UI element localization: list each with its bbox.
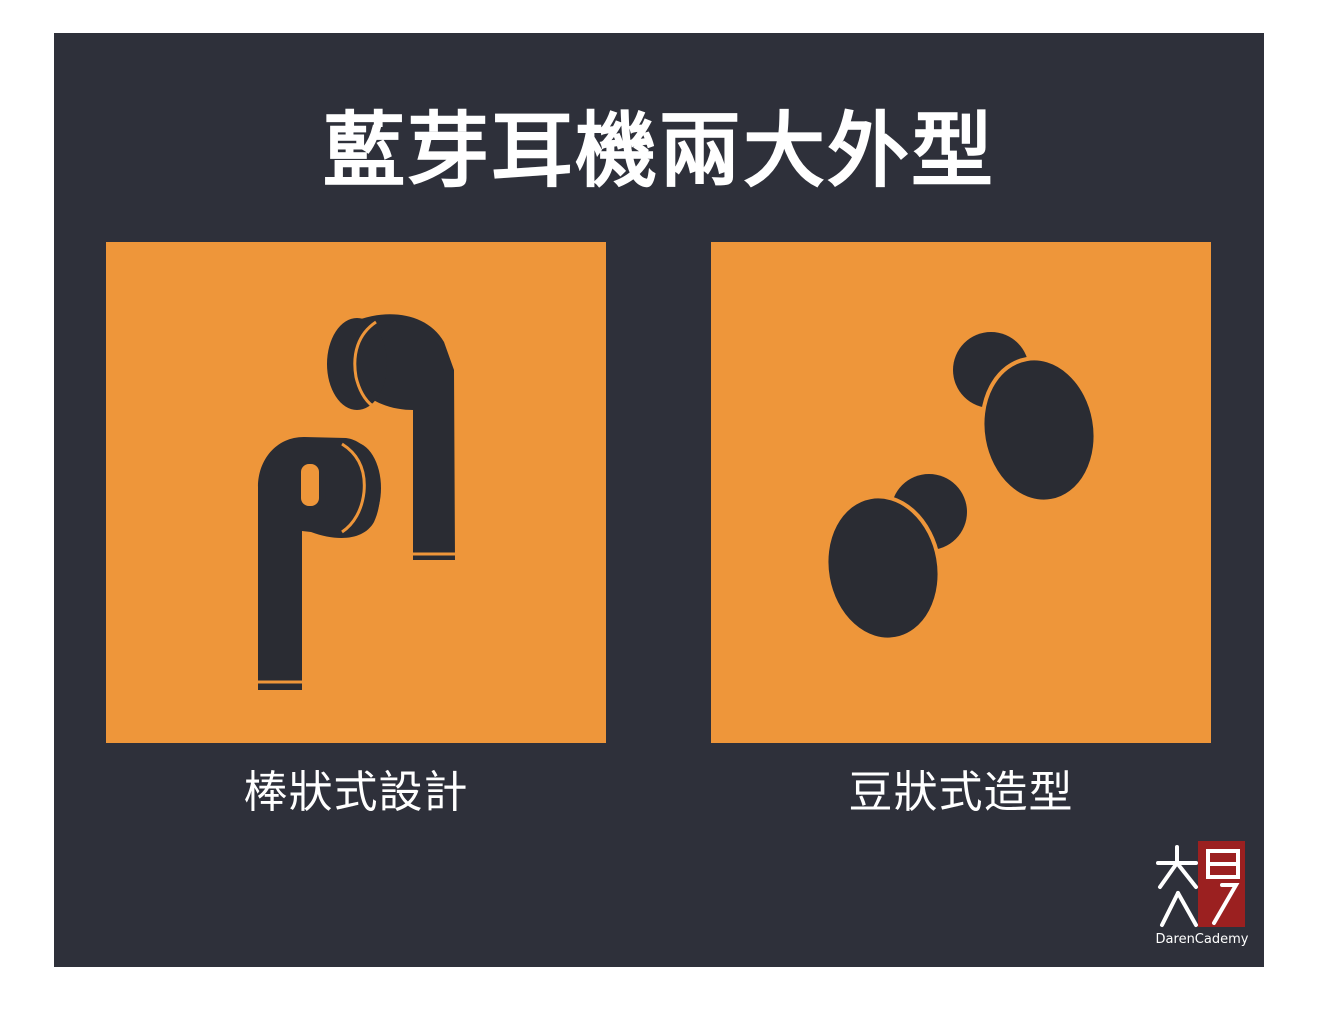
earbud-left-icon [258,437,381,690]
bean-design-caption: 豆狀式造型 [848,767,1074,818]
darencademy-logo: DarenCademy [1152,841,1252,959]
stem-earbuds-icon [258,314,455,690]
bean-earbud-lower-icon [824,474,967,642]
stem-earbuds-panel [106,242,606,743]
logo-mark-icon [1156,841,1245,927]
slide-title: 藍芽耳機兩大外型 [322,104,995,199]
stem-design-caption: 棒狀式設計 [243,767,469,818]
slide: 藍芽耳機兩大外型 [54,33,1264,967]
bean-earbud-upper-icon [953,332,1098,504]
earbud-right-icon [327,314,455,560]
bean-earbuds-panel [711,242,1211,743]
logo-brand-text: DarenCademy [1155,932,1249,947]
bean-earbuds-icon [824,332,1098,642]
